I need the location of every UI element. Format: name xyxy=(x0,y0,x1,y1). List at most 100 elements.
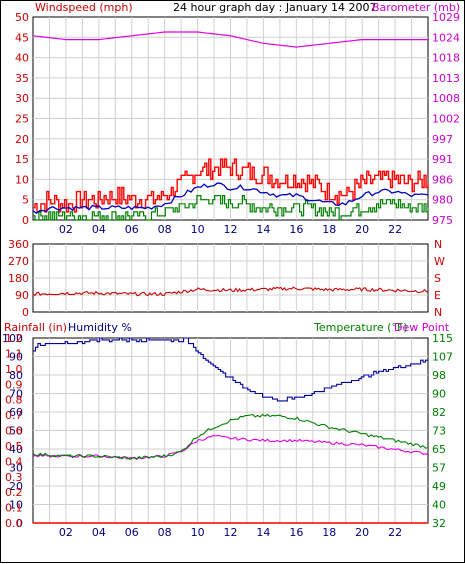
temperature-tick-label: 65 xyxy=(432,443,446,456)
windspeed-tick-label: 15 xyxy=(15,153,29,166)
humidity-tick-label: 100 xyxy=(2,332,23,345)
humidity-line xyxy=(33,337,428,402)
rainfall-tick-label: 0.6 xyxy=(5,425,23,438)
temperature-tick-label: 107 xyxy=(432,351,453,364)
rainfall-tick-label: 0.9 xyxy=(5,378,23,391)
hour-tick-label: 12 xyxy=(224,223,238,236)
rainfall-tick-label: 0.8 xyxy=(5,394,23,407)
temperature-tick-label: 73 xyxy=(432,425,446,438)
direction-tick-label: 270 xyxy=(8,255,29,268)
hour-tick-label: 06 xyxy=(125,526,139,539)
compass-label: N xyxy=(434,238,442,251)
temperature-tick-label: 49 xyxy=(432,480,446,493)
windspeed-tick-label: 40 xyxy=(15,52,29,65)
temperature-tick-label: 90 xyxy=(432,388,446,401)
hour-tick-label: 02 xyxy=(59,223,73,236)
barometer-axis-label: Barometer (mb) xyxy=(372,1,460,14)
barometer-tick-label: 975 xyxy=(432,214,453,227)
compass-label: W xyxy=(434,255,445,268)
windspeed-tick-label: 45 xyxy=(15,31,29,44)
rainfall-tick-label: 1.2 xyxy=(5,332,23,345)
hour-tick-label: 20 xyxy=(355,526,369,539)
hour-tick-label: 16 xyxy=(289,223,303,236)
direction-tick-label: 360 xyxy=(8,238,29,251)
windspeed-tick-label: 0 xyxy=(22,214,29,227)
rainfall-tick-label: 0.4 xyxy=(5,455,23,468)
windspeed-tick-label: 35 xyxy=(15,72,29,85)
hour-tick-label: 02 xyxy=(59,526,73,539)
rainfall-tick-label: 1.0 xyxy=(5,363,23,376)
hour-tick-label: 18 xyxy=(322,526,336,539)
hour-tick-label: 22 xyxy=(388,526,402,539)
barometer-tick-label: 1013 xyxy=(432,72,460,85)
rainfall-tick-label: 0.1 xyxy=(5,502,23,515)
humidity-tick-label: 30 xyxy=(9,462,23,475)
hour-tick-label: 18 xyxy=(322,223,336,236)
temperature-tick-label: 40 xyxy=(432,499,446,512)
wind-barometer-panel: 0510152025303540455097598098699199710021… xyxy=(15,11,460,236)
temperature-tick-label: 32 xyxy=(432,517,446,530)
dewpoint-axis-label: Dew Point xyxy=(394,321,450,334)
barometer-tick-label: 1008 xyxy=(432,92,460,105)
barometer-line xyxy=(32,31,428,48)
compass-label: E xyxy=(434,289,441,302)
hour-tick-label: 16 xyxy=(289,526,303,539)
rainfall-tick-label: 0.3 xyxy=(5,471,23,484)
windspeed-tick-label: 25 xyxy=(15,113,29,126)
temperature-line xyxy=(32,413,429,460)
hour-tick-label: 14 xyxy=(256,526,270,539)
windspeed-tick-label: 5 xyxy=(22,194,29,207)
wind-avg-line xyxy=(32,182,429,215)
direction-tick-label: 0 xyxy=(22,306,29,319)
humidity-tick-label: 60 xyxy=(9,406,23,419)
hour-tick-label: 04 xyxy=(92,223,106,236)
hour-tick-label: 08 xyxy=(158,223,172,236)
chart-title: 24 hour graph day : January 14 2007 xyxy=(173,1,377,14)
barometer-tick-label: 1018 xyxy=(432,52,460,65)
temperature-tick-label: 57 xyxy=(432,462,446,475)
humidity-temperature-panel: 0 10 20 30 40 50 60 70 80 90 100 0.0 0.1 0.2 0.3 0.4 0.5… xyxy=(2,332,453,539)
wind-min-line xyxy=(33,195,429,221)
windspeed-tick-label: 20 xyxy=(15,133,29,146)
barometer-tick-label: 986 xyxy=(432,173,453,186)
rainfall-tick-label: 0.5 xyxy=(5,440,23,453)
rainfall-tick-label: 0.2 xyxy=(5,486,23,499)
wind-gust-line xyxy=(33,158,429,213)
windspeed-axis-label: Windspeed (mph) xyxy=(35,1,133,14)
temperature-tick-label: 115 xyxy=(432,332,453,345)
direction-tick-label: 90 xyxy=(15,289,29,302)
rainfall-axis-label: Rainfall (in) xyxy=(4,321,67,334)
barometer-tick-label: 1024 xyxy=(432,31,460,44)
windspeed-tick-label: 30 xyxy=(15,92,29,105)
humidity-tick-label: 70 xyxy=(9,388,23,401)
hour-tick-label: 04 xyxy=(92,526,106,539)
hour-tick-label: 12 xyxy=(224,526,238,539)
humidity-tick-label: 50 xyxy=(9,425,23,438)
compass-label: S xyxy=(434,272,441,285)
temperature-tick-label: 98 xyxy=(432,369,446,382)
hour-tick-label: 10 xyxy=(191,526,205,539)
humidity-tick-label: 10 xyxy=(9,499,23,512)
rainfall-tick-label: 0.7 xyxy=(5,409,23,422)
rainfall-tick-label: 0.0 xyxy=(5,517,23,530)
rainfall-tick-label: 1.1 xyxy=(5,347,23,360)
humidity-axis-label: Humidity % xyxy=(68,321,132,334)
hour-tick-label: 06 xyxy=(125,223,139,236)
humidity-tick-label: 40 xyxy=(9,443,23,456)
temperature-axis-label: Temperature (°F) xyxy=(313,321,408,334)
wind-direction-line xyxy=(32,286,429,297)
compass-label: N xyxy=(434,306,442,319)
hour-tick-label: 10 xyxy=(191,223,205,236)
humidity-tick-label: 90 xyxy=(9,351,23,364)
humidity-tick-label: 20 xyxy=(9,480,23,493)
hour-tick-label: 22 xyxy=(388,223,402,236)
barometer-tick-label: 980 xyxy=(432,194,453,207)
barometer-tick-label: 991 xyxy=(432,153,453,166)
hour-tick-label: 14 xyxy=(256,223,270,236)
direction-tick-label: 180 xyxy=(8,272,29,285)
barometer-tick-label: 1029 xyxy=(432,11,460,24)
windspeed-tick-label: 50 xyxy=(15,11,29,24)
